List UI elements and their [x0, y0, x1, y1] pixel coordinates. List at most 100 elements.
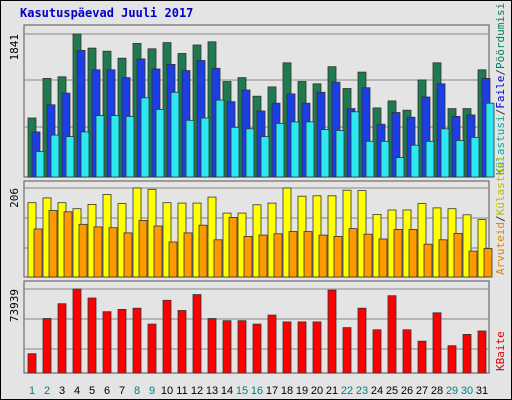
bar-k-lastusi-day-31	[485, 102, 495, 178]
bar-kbaite-day-27	[417, 340, 427, 374]
x-tick-label-day-1: 1	[29, 385, 35, 397]
bar-kbaite-day-20	[312, 321, 322, 374]
bar-k-lastusi-day-7	[125, 116, 135, 178]
x-tick-label-day-24: 24	[371, 385, 383, 397]
x-tick-label-day-5: 5	[89, 385, 95, 397]
bar-k-lastusi-day-15	[245, 128, 255, 178]
x-tick-label-day-26: 26	[401, 385, 413, 397]
bar-k-lastusi-day-18	[290, 121, 300, 178]
bar-k-lastusi-day-21	[335, 129, 345, 178]
bar-k-lastusi-day-29	[455, 140, 465, 178]
bar-arvuteid-day-28	[438, 239, 448, 278]
bar-arvuteid-day-8	[138, 219, 148, 278]
bar-arvuteid-day-29	[453, 232, 463, 278]
x-tick-label-day-31: 31	[476, 385, 488, 397]
bar-arvuteid-day-30	[468, 250, 478, 278]
bar-k-lastusi-day-11	[185, 119, 195, 178]
x-tick-label-day-17: 17	[266, 385, 278, 397]
x-tick-label-day-14: 14	[221, 385, 233, 397]
bar-kbaite-day-3	[57, 303, 67, 374]
bar-k-lastusi-day-20	[320, 129, 330, 178]
bar-arvuteid-day-12	[198, 224, 208, 278]
bar-kbaite-day-22	[342, 327, 352, 374]
right-label-panel-3: KBaite	[494, 331, 507, 371]
bar-kbaite-day-19	[297, 321, 307, 374]
bar-kbaite-day-25	[387, 295, 397, 374]
x-tick-label-day-8: 8	[134, 385, 140, 397]
panel-2-y-tick-label: 206	[8, 188, 21, 208]
bar-k-lastusi-day-30	[470, 136, 480, 178]
bar-arvuteid-day-6	[108, 227, 118, 278]
bar-arvuteid-day-15	[243, 235, 253, 278]
x-tick-label-day-10: 10	[161, 385, 173, 397]
bar-k-lastusi-day-26	[410, 144, 420, 178]
x-tick-label-day-16: 16	[251, 385, 263, 397]
x-tick-label-day-11: 11	[176, 385, 187, 397]
bar-arvuteid-day-22	[348, 228, 358, 278]
x-tick-label-day-2: 2	[44, 385, 50, 397]
bar-kbaite-day-21	[327, 289, 337, 374]
bar-arvuteid-day-13	[213, 239, 223, 278]
bar-k-lastusi-day-1	[35, 150, 45, 178]
bar-arvuteid-day-20	[318, 234, 328, 278]
x-tick-label-day-20: 20	[311, 385, 323, 397]
bar-arvuteid-day-25	[393, 229, 403, 278]
bar-arvuteid-day-11	[183, 232, 193, 278]
bar-kbaite-day-5	[87, 297, 97, 374]
bar-k-lastusi-day-24	[380, 140, 390, 178]
right-label-panel-2: Arvuteid/Külastusi	[494, 156, 507, 275]
bar-k-lastusi-day-5	[95, 115, 105, 178]
x-tick-label-day-19: 19	[296, 385, 308, 397]
bar-k-lastusi-day-3	[65, 136, 75, 178]
bar-arvuteid-day-4	[78, 223, 88, 278]
bar-arvuteid-day-16	[258, 234, 268, 278]
bar-kbaite-day-23	[357, 307, 367, 374]
bar-k-lastusi-day-10	[170, 91, 180, 178]
bar-arvuteid-day-5	[93, 226, 103, 278]
bar-k-lastusi-day-30	[462, 214, 472, 278]
bar-k-lastusi-day-27	[417, 203, 427, 278]
bar-arvuteid-day-14	[228, 216, 238, 278]
x-tick-label-day-22: 22	[341, 385, 353, 397]
bar-k-lastusi-day-28	[440, 128, 450, 178]
bar-arvuteid-day-31	[483, 248, 493, 278]
x-tick-label-day-9: 9	[149, 385, 155, 397]
panel-1-y-tick-label: 1841	[8, 34, 21, 61]
bar-k-lastusi-day-22	[350, 111, 360, 178]
bar-arvuteid-day-24	[378, 238, 388, 278]
bar-kbaite-day-15	[237, 320, 247, 374]
x-tick-label-day-6: 6	[104, 385, 110, 397]
x-tick-label-day-18: 18	[281, 385, 293, 397]
bar-kbaite-day-24	[372, 329, 382, 374]
bar-kbaite-day-28	[432, 312, 442, 374]
panel-3-y-tick-label: 73939	[8, 289, 21, 322]
bar-k-lastusi-day-13	[207, 196, 217, 278]
bar-k-lastusi-day-16	[260, 136, 270, 178]
bar-arvuteid-day-2	[48, 210, 58, 278]
bar-k-lastusi-day-6	[110, 115, 120, 178]
bar-kbaite-day-14	[222, 320, 232, 374]
bar-k-lastusi-day-2	[50, 134, 60, 178]
x-tick-label-day-12: 12	[191, 385, 203, 397]
bar-kbaite-day-12	[192, 294, 202, 374]
bar-k-lastusi-day-9	[155, 109, 165, 178]
bar-kbaite-day-1	[27, 353, 37, 374]
bar-k-lastusi-day-23	[365, 140, 375, 178]
bar-kbaite-day-18	[282, 321, 292, 374]
bar-arvuteid-day-10	[168, 241, 178, 278]
bar-kbaite-day-16	[252, 323, 262, 374]
bar-kbaite-day-6	[102, 311, 112, 374]
bar-kbaite-day-17	[267, 314, 277, 374]
bar-kbaite-day-30	[462, 333, 472, 374]
bar-arvuteid-day-9	[153, 225, 163, 278]
bar-arvuteid-day-7	[123, 232, 133, 278]
x-tick-label-day-21: 21	[326, 385, 338, 397]
page-title: Kasutuspäevad Juuli 2017	[20, 6, 194, 20]
bar-k-lastusi-day-27	[425, 140, 435, 178]
bar-kbaite-day-7	[117, 308, 127, 374]
x-tick-label-day-3: 3	[59, 385, 65, 397]
x-tick-label-day-27: 27	[416, 385, 428, 397]
bar-k-lastusi-day-10	[162, 202, 172, 278]
